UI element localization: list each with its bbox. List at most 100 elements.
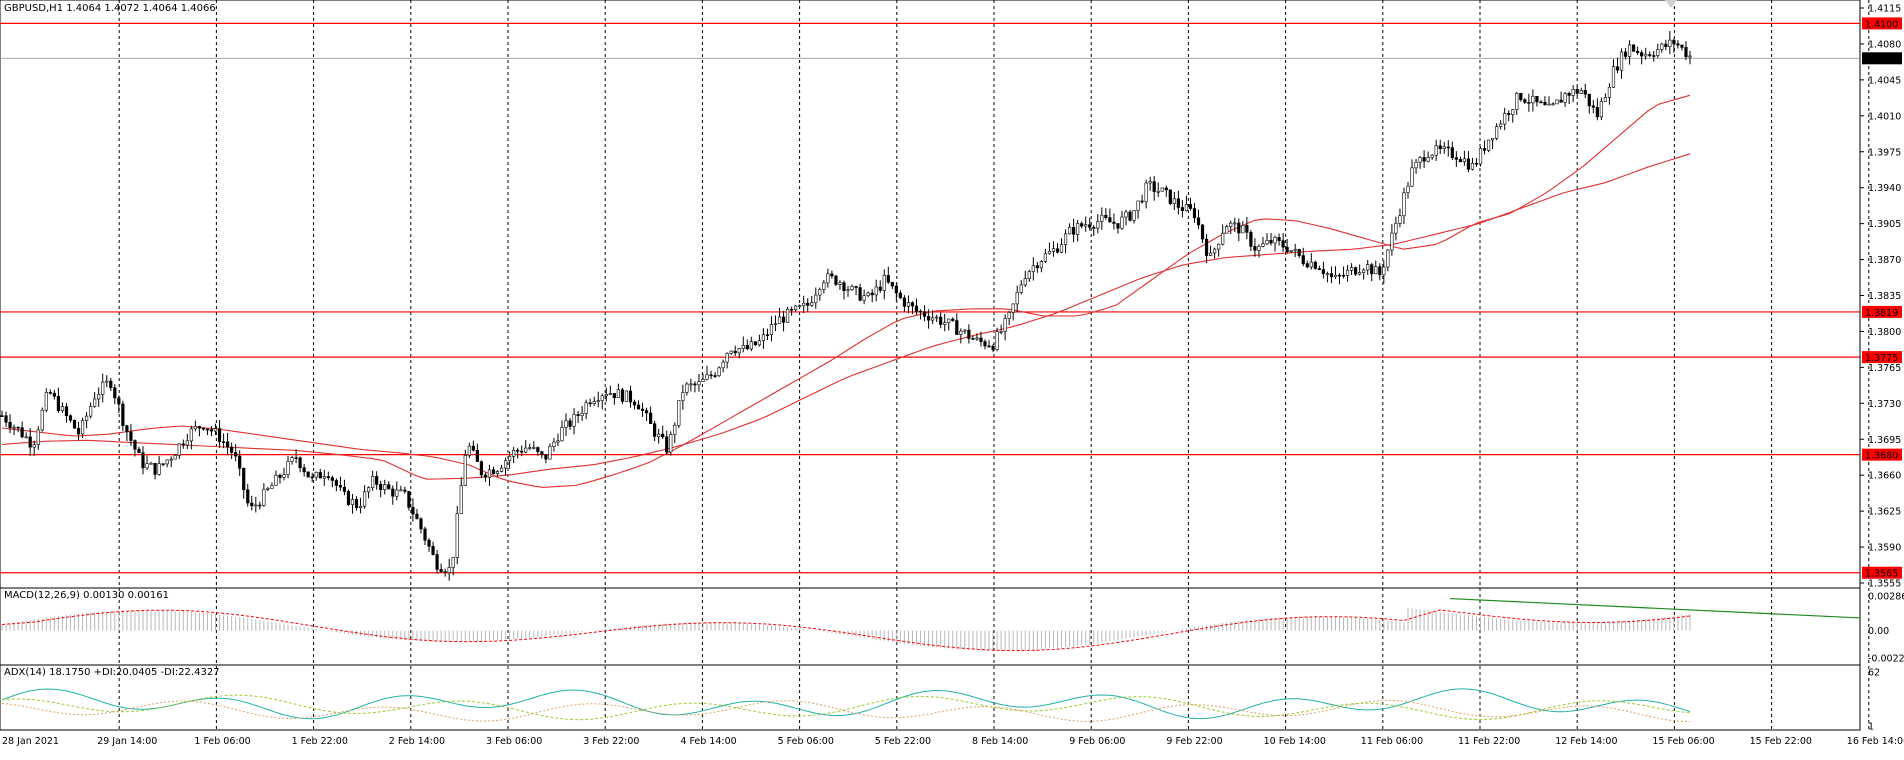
candle-body xyxy=(1551,103,1555,106)
candle-body xyxy=(1225,226,1229,234)
macd-tick-label: 0.00286 xyxy=(1868,592,1904,603)
candle-body xyxy=(536,447,540,452)
candle-body xyxy=(1333,274,1338,277)
candle-body xyxy=(371,476,375,488)
price-tick-label: 1.3905 xyxy=(1868,219,1901,230)
candle-body xyxy=(1035,265,1039,269)
candle-body xyxy=(749,341,753,350)
main-info-label: GBPUSD,H1 1.4064 1.4072 1.4064 1.4066 xyxy=(4,3,216,14)
candle-body xyxy=(1088,224,1092,228)
level-price-label: 1.3775 xyxy=(1865,353,1898,364)
candle-body xyxy=(117,397,121,405)
macd-panel: 0.00286 0.00 -0.00225 xyxy=(1,592,1904,665)
candle-body xyxy=(443,571,447,573)
candle-body xyxy=(322,476,326,479)
candle-body xyxy=(391,488,395,497)
candle-body xyxy=(68,415,73,421)
price-tick-label: 1.3940 xyxy=(1868,183,1901,194)
macd-tick-label: -0.00225 xyxy=(1868,654,1904,665)
candle-body xyxy=(1023,278,1027,286)
candle-body xyxy=(439,569,443,572)
candle-body xyxy=(427,539,431,547)
time-tick-label: 15 Feb 22:00 xyxy=(1750,736,1812,747)
candle-body xyxy=(491,469,496,474)
time-tick-label: 2 Feb 14:00 xyxy=(389,736,445,747)
candle-body xyxy=(580,413,584,416)
candle-body xyxy=(1503,113,1507,125)
candle-body xyxy=(1003,318,1007,332)
candle-body xyxy=(1120,216,1124,229)
candle-body xyxy=(1213,248,1217,254)
candle-body xyxy=(830,273,834,277)
candle-body xyxy=(1422,157,1426,162)
candle-body xyxy=(1527,102,1531,104)
level-price-label: 1.3565 xyxy=(1865,569,1898,580)
candle-body xyxy=(572,414,576,427)
candle-body xyxy=(471,445,475,451)
candle-body xyxy=(1446,146,1450,149)
candle-body xyxy=(1100,214,1104,222)
candle-body xyxy=(1402,192,1406,217)
candle-body xyxy=(1511,109,1515,115)
candle-body xyxy=(1382,266,1386,276)
candle-body xyxy=(564,420,568,428)
candle-body xyxy=(221,441,226,444)
candle-body xyxy=(979,337,983,342)
candle-body xyxy=(1229,222,1233,227)
candle-body xyxy=(1398,215,1402,224)
candle-body xyxy=(1523,99,1527,103)
candle-body xyxy=(367,487,371,493)
price-tick-label: 1.4045 xyxy=(1868,75,1901,86)
price-tick-label: 1.3660 xyxy=(1868,471,1901,482)
candle-body xyxy=(161,463,165,466)
candle-body xyxy=(1297,249,1301,256)
adx-main-line xyxy=(1,688,1691,720)
candle-body xyxy=(1080,223,1084,227)
candle-body xyxy=(1426,157,1430,162)
adx-panel: 62 1 xyxy=(1,668,1880,733)
support-resistance-levels[interactable]: 1.4100 1.3819 1.3775 1.3680 1.3565 1.4066 xyxy=(0,17,1902,580)
candle-body xyxy=(294,457,298,459)
candle-body xyxy=(701,378,705,382)
adx-tick-label: 1 xyxy=(1868,722,1874,733)
candle-body xyxy=(113,387,117,399)
candle-body xyxy=(632,401,637,406)
candle-body xyxy=(862,295,866,301)
candle-body xyxy=(741,345,745,349)
price-tick-label: 1.4080 xyxy=(1868,39,1901,50)
candle-body xyxy=(451,557,455,568)
candle-body xyxy=(600,395,604,401)
candle-body xyxy=(508,455,512,461)
candle-body xyxy=(1309,261,1313,268)
candle-body xyxy=(375,476,379,485)
candle-body xyxy=(1684,47,1688,58)
candle-body xyxy=(753,341,757,346)
candle-body xyxy=(1559,99,1563,103)
shift-marker-icon[interactable] xyxy=(1665,0,1677,8)
chart-frame xyxy=(0,0,1861,731)
candle-body xyxy=(544,454,548,460)
candle-body xyxy=(1579,90,1583,94)
candle-body xyxy=(729,350,733,354)
candle-body xyxy=(846,289,850,292)
candle-body xyxy=(1072,226,1076,235)
candle-body xyxy=(612,393,616,399)
candle-body xyxy=(64,406,69,416)
candles xyxy=(0,30,1692,581)
candle-body xyxy=(761,334,766,342)
candle-body xyxy=(1607,86,1612,98)
candle-body xyxy=(1378,266,1382,276)
candle-body xyxy=(665,436,669,453)
candle-body xyxy=(1164,187,1168,191)
price-tick-label: 1.3835 xyxy=(1868,291,1901,302)
candle-body xyxy=(1108,217,1112,223)
candle-body xyxy=(334,480,338,486)
candle-body xyxy=(1132,210,1136,221)
candle-body xyxy=(242,467,246,491)
time-grid xyxy=(118,0,1870,730)
candle-body xyxy=(814,294,818,304)
candle-body xyxy=(1362,269,1366,273)
candle-body xyxy=(60,406,65,411)
candle-body xyxy=(765,334,770,337)
